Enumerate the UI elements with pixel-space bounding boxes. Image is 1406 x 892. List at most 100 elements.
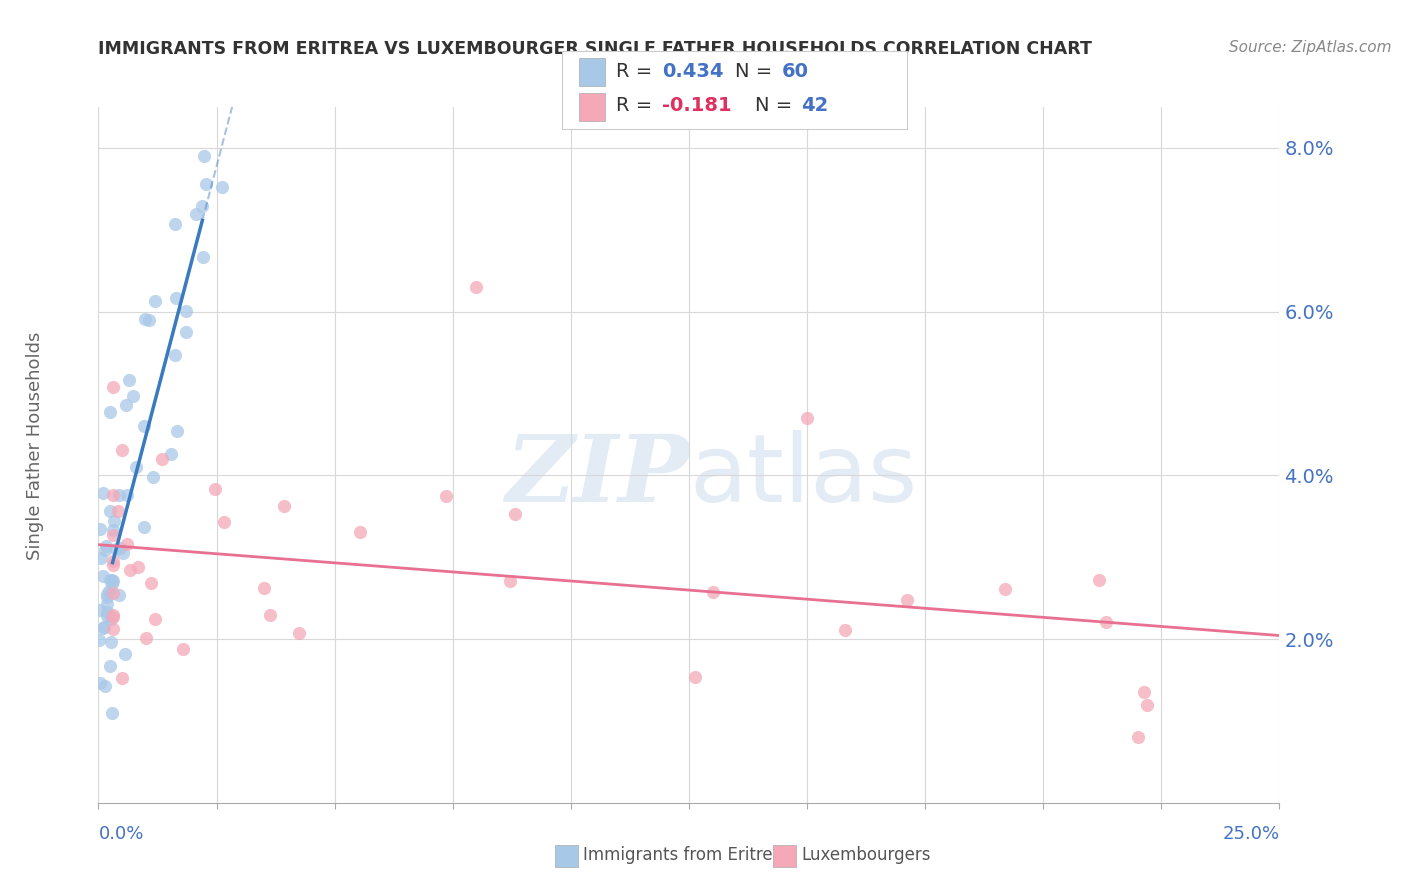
Point <box>103 514 125 528</box>
Point <box>108 488 131 502</box>
Point <box>896 593 918 607</box>
Point <box>138 312 160 326</box>
Point <box>98 659 121 673</box>
Point <box>127 560 149 574</box>
Point <box>91 621 114 635</box>
Point <box>150 452 173 467</box>
Point <box>98 405 121 419</box>
Point <box>702 585 724 599</box>
Point <box>174 326 197 340</box>
Point <box>89 632 111 647</box>
Point <box>118 373 141 387</box>
Point <box>191 199 214 213</box>
Point <box>93 542 115 557</box>
Point <box>96 586 118 600</box>
Text: Source: ZipAtlas.com: Source: ZipAtlas.com <box>1229 40 1392 55</box>
Point <box>100 613 122 627</box>
Point <box>101 488 124 502</box>
Point <box>101 523 124 537</box>
Point <box>98 504 121 518</box>
Point <box>100 706 122 721</box>
Point <box>111 546 134 560</box>
Point <box>1095 615 1118 630</box>
Point <box>259 607 281 622</box>
Point <box>115 398 138 412</box>
Point <box>1126 731 1149 745</box>
Point <box>107 588 129 602</box>
Point <box>121 389 143 403</box>
Point <box>193 250 215 264</box>
Point <box>211 180 233 194</box>
Text: 25.0%: 25.0% <box>1222 825 1279 843</box>
Text: 42: 42 <box>801 96 828 115</box>
Text: IMMIGRANTS FROM ERITREA VS LUXEMBOURGER SINGLE FATHER HOUSEHOLDS CORRELATION CHA: IMMIGRANTS FROM ERITREA VS LUXEMBOURGER … <box>98 40 1092 58</box>
Point <box>101 622 124 636</box>
Point <box>204 482 226 496</box>
Point <box>101 380 124 394</box>
Point <box>115 537 138 551</box>
Point <box>142 470 165 484</box>
Point <box>1132 685 1154 699</box>
Point <box>101 554 124 568</box>
Point <box>89 523 111 537</box>
Point <box>114 647 136 661</box>
Point <box>165 291 187 305</box>
Point <box>498 574 520 589</box>
Point <box>132 520 155 534</box>
Text: ZIP: ZIP <box>505 431 689 521</box>
Point <box>101 558 124 573</box>
Point <box>98 573 121 587</box>
Text: 0.0%: 0.0% <box>98 825 143 843</box>
Point <box>174 304 197 318</box>
Text: Single Father Households: Single Father Households <box>27 332 44 560</box>
Point <box>111 443 134 458</box>
Point <box>101 609 124 624</box>
Text: -0.181: -0.181 <box>662 96 733 115</box>
Point <box>503 507 526 521</box>
Point <box>172 642 194 657</box>
Point <box>134 311 156 326</box>
Point <box>434 489 457 503</box>
Point <box>834 624 856 638</box>
Point <box>90 551 112 566</box>
Text: Immigrants from Eritrea: Immigrants from Eritrea <box>583 847 783 864</box>
Point <box>349 524 371 539</box>
Point <box>186 207 208 221</box>
Point <box>100 573 122 587</box>
Point <box>165 217 187 231</box>
Point <box>101 576 124 591</box>
Point <box>1136 698 1159 712</box>
Point <box>994 582 1017 596</box>
Text: N =: N = <box>755 96 799 115</box>
Point <box>94 539 117 553</box>
Point <box>104 541 127 556</box>
Point <box>101 607 124 622</box>
Point <box>96 609 118 624</box>
Point <box>796 411 818 425</box>
Point <box>94 679 117 693</box>
Point <box>193 148 215 162</box>
Text: 0.434: 0.434 <box>662 62 724 81</box>
Point <box>143 612 166 626</box>
Point <box>111 671 134 685</box>
Point <box>143 293 166 308</box>
Point <box>139 576 162 591</box>
Point <box>166 425 188 439</box>
Text: 60: 60 <box>782 62 808 81</box>
Point <box>101 585 124 599</box>
Point <box>89 676 111 690</box>
Point <box>98 583 121 598</box>
Point <box>135 631 157 645</box>
Text: atlas: atlas <box>689 430 917 522</box>
Point <box>683 670 706 684</box>
Text: R =: R = <box>616 62 658 81</box>
Text: N =: N = <box>735 62 779 81</box>
Point <box>96 605 118 619</box>
Text: R =: R = <box>616 96 658 115</box>
Point <box>101 528 124 542</box>
Point <box>91 568 114 582</box>
Point <box>159 446 181 460</box>
Point <box>93 486 115 500</box>
Point <box>273 499 295 513</box>
Point <box>100 635 122 649</box>
